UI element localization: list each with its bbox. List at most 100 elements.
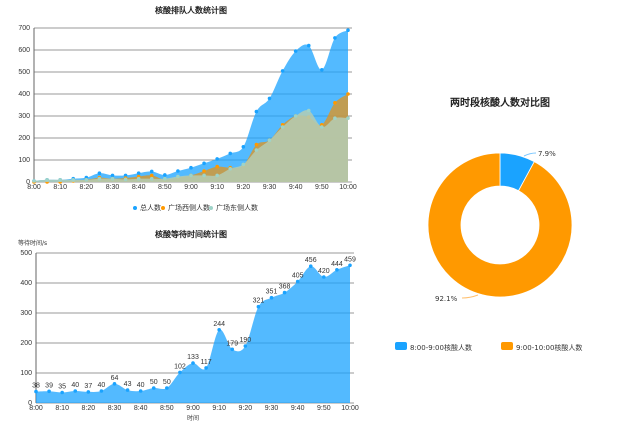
data-point — [254, 109, 259, 114]
data-point — [178, 370, 182, 375]
y-tick-label: 700 — [18, 25, 30, 32]
data-point — [202, 173, 206, 178]
data-point — [149, 169, 154, 174]
x-tick-label: 8:00 — [29, 405, 43, 412]
data-point — [267, 138, 272, 142]
data-point — [45, 178, 49, 182]
y-tick-label: 500 — [20, 250, 32, 257]
x-tick-label: 9:10 — [210, 184, 224, 191]
data-label: 117 — [200, 359, 211, 366]
wait-y-axis-label: 等待时间/s — [18, 239, 47, 247]
data-point — [333, 101, 337, 105]
data-point — [125, 388, 130, 392]
x-tick-label: 8:40 — [132, 184, 146, 191]
data-point — [138, 389, 143, 393]
data-point — [176, 169, 180, 173]
legend-marker — [501, 342, 513, 350]
x-tick-label: 9:00 — [184, 184, 198, 191]
y-tick-label: 200 — [18, 135, 30, 142]
data-point — [269, 295, 274, 300]
x-tick-label: 9:30 — [265, 405, 279, 412]
x-tick-label: 8:00 — [27, 184, 41, 191]
legend-label: 总人数 — [140, 203, 161, 212]
data-point — [189, 173, 193, 178]
data-point — [306, 43, 311, 48]
data-label: 444 — [331, 261, 343, 268]
x-tick-label: 9:50 — [317, 405, 331, 412]
data-point — [293, 114, 298, 118]
data-point — [228, 167, 233, 171]
data-point — [293, 49, 298, 53]
y-tick-label: 600 — [18, 47, 30, 54]
data-label: 37 — [84, 383, 92, 390]
data-point — [267, 96, 272, 101]
data-point — [241, 162, 246, 167]
data-point — [60, 390, 64, 395]
data-point — [112, 382, 117, 386]
data-point — [123, 173, 128, 178]
data-point — [163, 176, 167, 181]
data-point — [189, 165, 193, 170]
data-point — [202, 161, 206, 166]
data-label: 39 — [45, 382, 53, 389]
y-tick-label: 500 — [18, 69, 30, 76]
data-point — [163, 173, 167, 177]
x-tick-label: 8:10 — [55, 405, 69, 412]
data-label: 420 — [318, 268, 330, 275]
data-point — [136, 176, 141, 181]
pie-slice — [427, 152, 573, 298]
data-point — [110, 173, 115, 178]
data-point — [280, 69, 285, 73]
data-point — [34, 389, 38, 394]
data-point — [308, 264, 313, 269]
data-point — [86, 390, 91, 394]
data-point — [215, 164, 219, 169]
data-label: 40 — [137, 382, 145, 389]
data-point — [320, 68, 324, 72]
legend-marker — [395, 342, 407, 350]
series-area — [34, 110, 348, 182]
legend-marker — [209, 206, 213, 210]
data-label: 43 — [124, 381, 132, 388]
x-tick-label: 8:40 — [134, 405, 148, 412]
data-point — [333, 36, 337, 40]
x-tick-label: 8:10 — [53, 184, 67, 191]
y-tick-label: 0 — [26, 179, 30, 186]
x-tick-label: 9:20 — [239, 405, 253, 412]
data-point — [204, 366, 208, 370]
data-point — [241, 145, 246, 149]
legend-marker — [133, 206, 137, 210]
x-tick-label: 8:20 — [82, 405, 96, 412]
queue-chart: 0 100 200 300 400 500 600 700 8:00 8:10 8:20 8:30 8:… — [18, 25, 357, 212]
x-tick-label: 9:00 — [186, 405, 200, 412]
legend-marker — [161, 206, 165, 210]
data-point — [151, 386, 156, 390]
data-point — [346, 92, 350, 96]
series-area — [36, 265, 350, 403]
data-point — [217, 328, 221, 332]
wait-chart: 0 100 200 300 400 500 8:00 8:10 8:20 8:30 8:40 8:50… — [20, 250, 359, 412]
data-label: 50 — [163, 379, 171, 386]
data-point — [254, 148, 259, 152]
data-label: 38 — [32, 383, 40, 390]
data-point — [47, 389, 51, 394]
label-line — [523, 152, 537, 157]
data-label: 102 — [174, 363, 186, 370]
data-point — [230, 347, 235, 352]
data-point — [149, 176, 154, 181]
data-point — [215, 173, 219, 178]
data-point — [73, 389, 78, 393]
x-tick-label: 9:40 — [291, 405, 305, 412]
data-point — [306, 108, 311, 113]
pie-chart: 7.9% 92.1% 8:00-9:00核酸人数 9:00-10:00核酸人数 — [395, 150, 582, 352]
wait-x-axis-label: 时间 — [187, 414, 199, 422]
data-point — [84, 178, 89, 182]
data-point — [97, 176, 102, 181]
x-tick-label: 9:30 — [263, 184, 277, 191]
data-label: 35 — [58, 384, 66, 391]
legend-label: 广场东侧人数 — [216, 203, 258, 212]
data-point — [215, 157, 219, 161]
y-tick-label: 400 — [20, 280, 32, 287]
data-point — [165, 386, 169, 390]
